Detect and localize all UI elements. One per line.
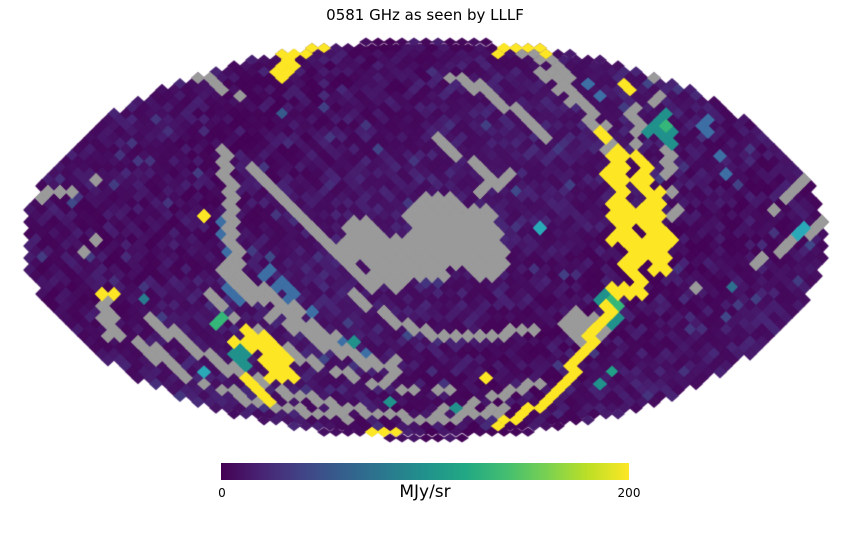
chart-title: 0581 GHz as seen by LLLF [326, 6, 524, 24]
colorbar-unit-label: MJy/sr [399, 482, 451, 502]
mollweide-skymap [0, 0, 850, 456]
colorbar-gradient [221, 463, 629, 480]
colorbar-max-label: 200 [617, 486, 641, 500]
colorbar-min-label: 0 [218, 486, 226, 500]
